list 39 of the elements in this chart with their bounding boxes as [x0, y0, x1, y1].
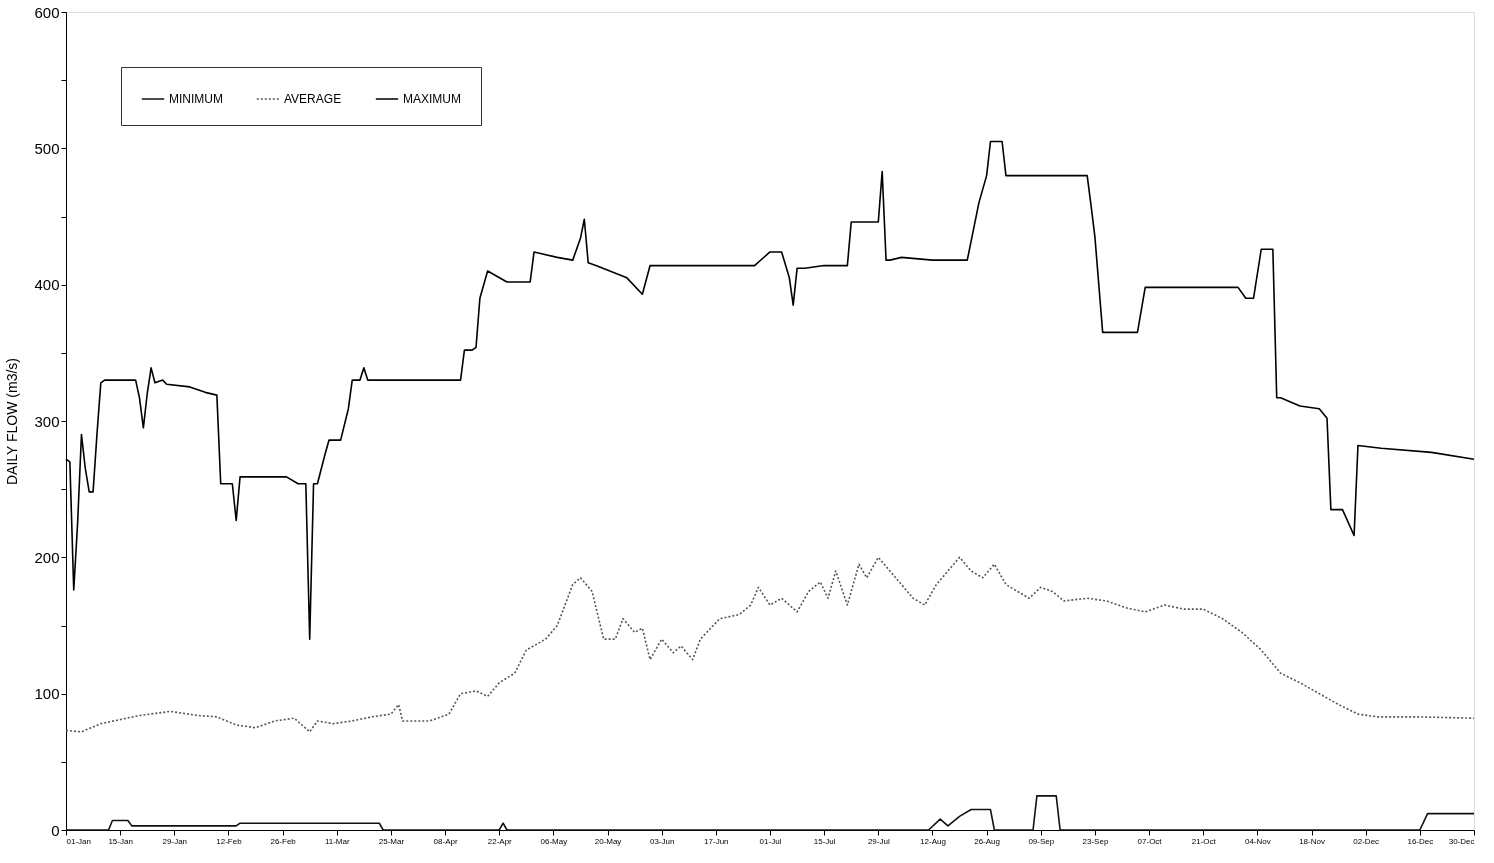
x-tick-label: 02-Dec — [1353, 836, 1380, 846]
x-tick-label: 23-Sep — [1082, 836, 1109, 846]
y-tick-label: 0 — [51, 821, 60, 839]
x-tick-label: 03-Jun — [649, 836, 675, 846]
y-axis-title: DAILY FLOW (m3/s) — [4, 357, 21, 486]
x-tick-label: 15-Jan — [108, 836, 133, 846]
x-tick-label: 30-Dec — [1448, 836, 1475, 846]
x-tick-label: 07-Oct — [1137, 836, 1163, 846]
y-tick-label: 400 — [34, 276, 60, 294]
x-tick-label: 16-Dec — [1407, 836, 1434, 846]
x-tick-label: 26-Aug — [974, 836, 1001, 846]
legend-label: MAXIMUM — [403, 92, 461, 106]
y-tick-label: 100 — [34, 685, 60, 703]
x-tick-label: 17-Jun — [704, 836, 729, 846]
x-tick-label: 15-Jul — [813, 836, 836, 846]
y-tick-label: 200 — [34, 548, 60, 566]
x-tick-label: 11-Mar — [324, 836, 350, 846]
x-tick-label: 26-Feb — [270, 836, 297, 846]
legend-label: AVERAGE — [284, 92, 342, 106]
x-tick-label: 20-May — [594, 836, 622, 846]
x-tick-label: 08-Apr — [433, 836, 458, 846]
x-tick-label: 04-Nov — [1244, 836, 1271, 846]
y-tick-label: 600 — [34, 3, 60, 21]
x-tick-label: 25-Mar — [378, 836, 405, 846]
x-tick-label: 01-Jan — [66, 836, 91, 846]
x-tick-label: 21-Oct — [1191, 836, 1217, 846]
x-tick-label: 29-Jul — [867, 836, 890, 846]
x-tick-label: 22-Apr — [487, 836, 513, 846]
x-tick-label: 29-Jan — [162, 836, 188, 846]
legend-label: MINIMUM — [169, 92, 223, 106]
x-tick-label: 12-Feb — [216, 836, 243, 846]
x-tick-label: 01-Jul — [759, 836, 782, 846]
x-tick-label: 12-Aug — [920, 836, 946, 846]
x-tick-label: 06-May — [540, 836, 568, 846]
x-tick-label: 09-Sep — [1028, 836, 1055, 846]
y-tick-label: 500 — [34, 139, 60, 157]
y-tick-label: 300 — [34, 412, 60, 430]
x-tick-label: 18-Nov — [1299, 836, 1325, 846]
line-series — [65, 556, 1475, 733]
